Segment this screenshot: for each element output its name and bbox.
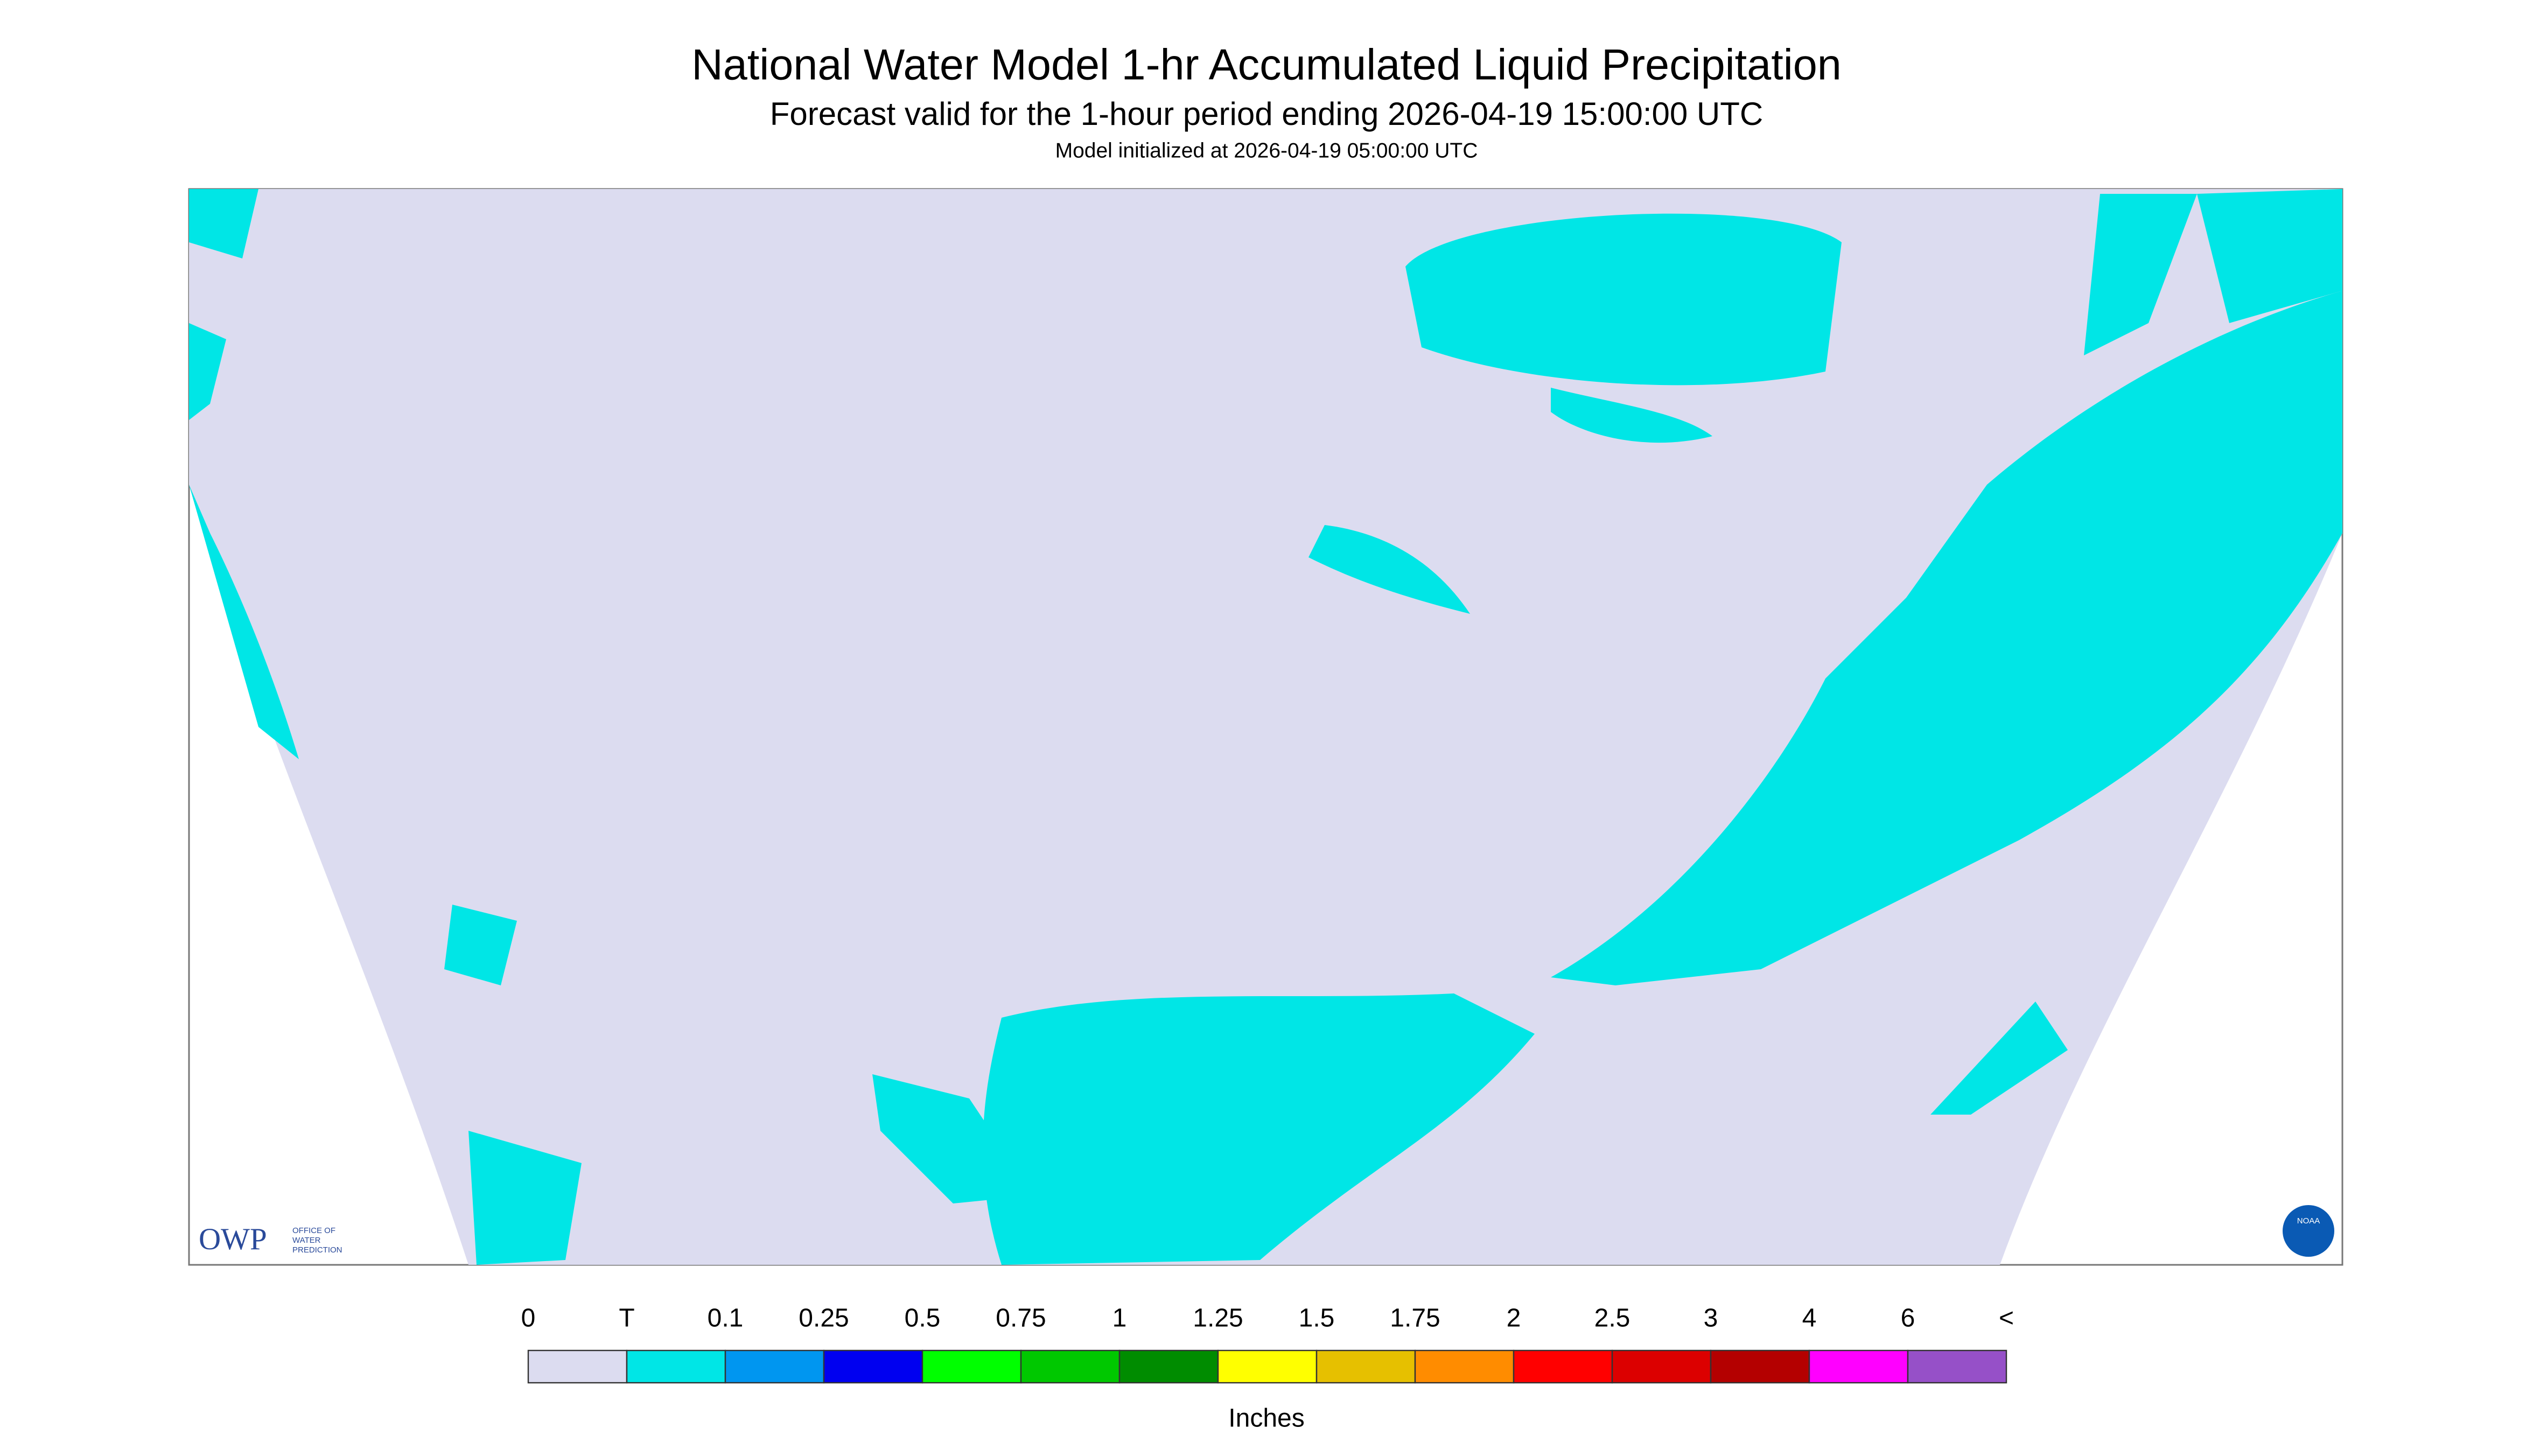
legend-swatch (1611, 1349, 1712, 1384)
legend-label: T (619, 1304, 634, 1333)
noaa-text: NOAA (2297, 1216, 2320, 1226)
legend-label: 4 (1802, 1304, 1817, 1333)
precip-areas (189, 189, 2342, 1265)
legend-label: 0 (521, 1304, 536, 1333)
legend-swatch (823, 1349, 923, 1384)
legend-swatch (1316, 1349, 1416, 1384)
legend-label: 2 (1507, 1304, 1521, 1333)
legend-swatch (1710, 1349, 1810, 1384)
precip-area (2084, 194, 2197, 356)
legend-swatch (1513, 1349, 1613, 1384)
precip-area (189, 189, 258, 259)
legend-swatch (527, 1349, 628, 1384)
owp-name: PREDICTION (292, 1245, 342, 1255)
legend-label: 0.5 (905, 1304, 941, 1333)
legend-swatch (1020, 1349, 1121, 1384)
legend-swatch (724, 1349, 825, 1384)
legend-label: 3 (1704, 1304, 1718, 1333)
precip-area (1405, 213, 1842, 386)
title: National Water Model 1-hr Accumulated Li… (691, 40, 1842, 89)
legend-label: 0.1 (708, 1304, 744, 1333)
legend-label: 0.75 (996, 1304, 1046, 1333)
legend-units: Inches (1228, 1404, 1304, 1433)
precip-area (1551, 388, 1712, 443)
precip-area (1930, 1002, 2068, 1115)
legend-swatch (921, 1349, 1022, 1384)
legend-label: 1.25 (1193, 1304, 1243, 1333)
init-time: Model initialized at 2026-04-19 05:00:00… (1055, 139, 1478, 162)
precip-area (983, 993, 1535, 1265)
legend: 0 T 0.1 0.25 0.5 0.75 1 1.25 1.5 1.75 2 2.5 3 4 6 < (521, 1304, 2014, 1384)
precip-area (444, 905, 517, 986)
legend-swatch (626, 1349, 726, 1384)
legend-swatch (1414, 1349, 1515, 1384)
legend-swatch (1118, 1349, 1219, 1384)
legend-label: 1 (1112, 1304, 1127, 1333)
map: OWP OFFICE OF WATER PREDICTION NOAA (188, 188, 2343, 1266)
map-domain (189, 189, 2342, 1265)
legend-label: < (1999, 1304, 2014, 1333)
subtitle: Forecast valid for the 1-hour period end… (770, 96, 1763, 132)
precip-area (872, 1074, 1034, 1204)
owp-logo: OWP (199, 1222, 267, 1256)
legend-label: 2.5 (1594, 1304, 1631, 1333)
legend-label: 1.75 (1390, 1304, 1440, 1333)
precip-area (189, 323, 226, 421)
noaa-logo (2283, 1205, 2334, 1257)
legend-swatch (1907, 1349, 2007, 1384)
precip-area (468, 1131, 582, 1265)
owp-name: OFFICE OF (292, 1226, 335, 1235)
precip-area (2197, 189, 2342, 324)
legend-swatch (1217, 1349, 1318, 1384)
precip-area (1309, 525, 1470, 614)
legend-label: 0.25 (799, 1304, 849, 1333)
precip-area (1551, 291, 2342, 986)
legend-label: 6 (1901, 1304, 1915, 1333)
owp-name: WATER (292, 1236, 321, 1245)
legend-label: 1.5 (1299, 1304, 1335, 1333)
precip-area (189, 485, 299, 760)
legend-swatch (1808, 1349, 1909, 1384)
